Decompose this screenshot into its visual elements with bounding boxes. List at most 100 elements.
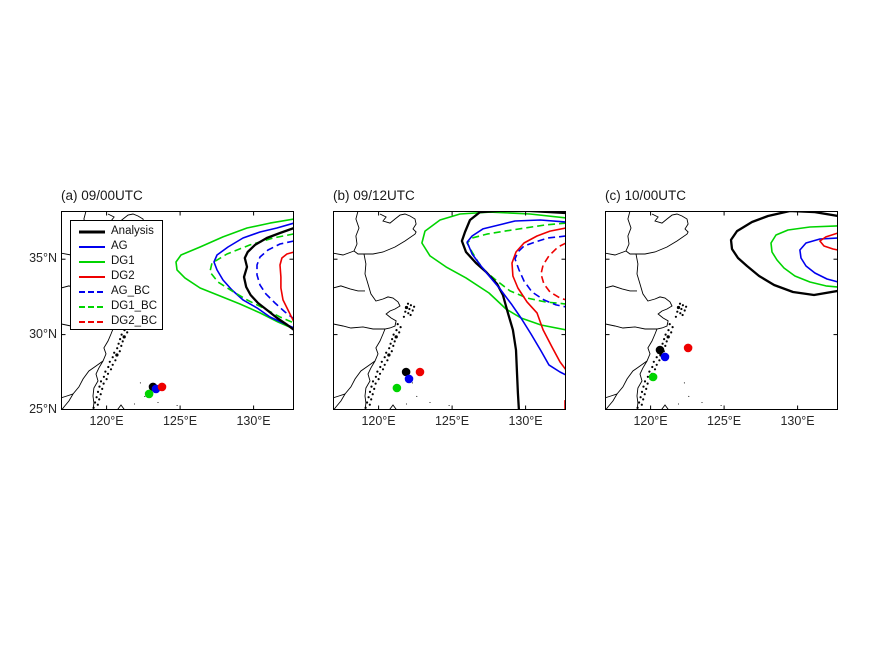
island-dot bbox=[668, 323, 671, 326]
island-dot bbox=[114, 359, 117, 362]
legend-item: AG_BC bbox=[71, 284, 162, 299]
legend-line-sample bbox=[79, 290, 105, 293]
island-dot bbox=[642, 385, 645, 388]
island-dot bbox=[636, 406, 639, 409]
island-dot bbox=[643, 393, 646, 396]
island-dot bbox=[102, 382, 105, 385]
island-dot bbox=[96, 390, 100, 393]
coastline bbox=[606, 250, 627, 256]
island-dot bbox=[409, 304, 412, 307]
island-dot bbox=[117, 342, 120, 345]
island-dot bbox=[95, 396, 98, 399]
island-dot bbox=[390, 350, 393, 353]
island-dot bbox=[374, 382, 377, 385]
island-dot bbox=[368, 390, 372, 393]
island-dot bbox=[387, 353, 391, 357]
island-dot bbox=[652, 360, 655, 363]
island-dot bbox=[391, 338, 394, 341]
island-dot bbox=[646, 375, 649, 378]
island-dot bbox=[405, 403, 408, 405]
coastline bbox=[62, 393, 74, 399]
x-tick-label: 125°E bbox=[706, 414, 742, 428]
legend: Analysis AG DG1 DG2 AG_BC DG1_BC DG2_BC bbox=[70, 220, 163, 330]
position-marker-ag bbox=[660, 352, 670, 362]
contour-analysis bbox=[729, 212, 837, 297]
contour-dg1_bc bbox=[209, 233, 293, 324]
island-dot bbox=[376, 370, 379, 373]
contour-ag bbox=[799, 237, 837, 283]
island-dot bbox=[371, 393, 374, 396]
contour-dg2_bc bbox=[540, 242, 565, 301]
axis-ticks bbox=[605, 211, 838, 410]
island-dot bbox=[99, 393, 102, 396]
coastline bbox=[334, 323, 385, 330]
island-dot bbox=[370, 385, 373, 388]
island-dot bbox=[407, 312, 410, 315]
island-dot bbox=[383, 363, 386, 366]
island-dot bbox=[392, 344, 395, 347]
legend-line-sample bbox=[79, 275, 105, 278]
contour-analysis bbox=[242, 227, 293, 331]
island-dot bbox=[640, 390, 644, 393]
coastline bbox=[606, 360, 648, 409]
island-dot bbox=[402, 315, 405, 318]
coastline bbox=[117, 404, 125, 409]
island-dot bbox=[448, 404, 450, 407]
island-dot bbox=[658, 359, 661, 362]
coastline bbox=[606, 285, 637, 292]
island-dot bbox=[429, 401, 431, 404]
coastline bbox=[62, 360, 104, 409]
island-dot bbox=[681, 313, 684, 317]
contour-dg1 bbox=[421, 212, 565, 331]
x-tick-label: 130°E bbox=[508, 414, 543, 428]
island-dot bbox=[666, 335, 670, 339]
coastline bbox=[353, 212, 364, 255]
contour-ag_bc bbox=[256, 240, 293, 320]
island-dot bbox=[651, 365, 654, 369]
island-dot bbox=[374, 375, 377, 378]
island-dot bbox=[111, 363, 114, 366]
island-dot bbox=[389, 342, 392, 345]
contour-dg1 bbox=[770, 225, 837, 288]
position-marker-analysis bbox=[655, 345, 665, 355]
legend-line-sample bbox=[79, 305, 105, 308]
legend-item-label: DG1 bbox=[111, 255, 135, 267]
island-dot bbox=[99, 380, 103, 383]
island-dot bbox=[176, 404, 178, 407]
island-dot bbox=[364, 406, 367, 409]
legend-item: AG bbox=[71, 239, 162, 254]
island-dot bbox=[398, 331, 401, 334]
island-dot bbox=[139, 382, 141, 384]
island-dot bbox=[380, 360, 383, 363]
island-dot bbox=[646, 382, 649, 385]
island-dot bbox=[120, 333, 123, 336]
contour-dg2 bbox=[819, 232, 837, 251]
coastline bbox=[606, 323, 657, 330]
island-dot bbox=[157, 401, 159, 404]
island-dot bbox=[395, 329, 398, 332]
island-dot bbox=[664, 344, 667, 347]
island-dot bbox=[392, 333, 395, 336]
axes-box bbox=[61, 211, 294, 410]
coastline bbox=[363, 213, 417, 409]
island-dot bbox=[663, 338, 666, 341]
x-tick-label: 120°E bbox=[633, 414, 668, 428]
island-dot bbox=[681, 304, 684, 307]
legend-item-label: DG1_BC bbox=[111, 300, 158, 312]
x-tick-label: 125°E bbox=[162, 414, 198, 428]
contour-ag bbox=[213, 222, 293, 329]
position-marker-dg2 bbox=[415, 367, 425, 377]
legend-item-label: DG2 bbox=[111, 270, 135, 282]
coastline bbox=[606, 393, 618, 399]
map-plot-c bbox=[605, 211, 838, 410]
contour-dg2 bbox=[511, 227, 565, 370]
island-dot bbox=[701, 401, 703, 404]
x-tick-label: 120°E bbox=[361, 414, 396, 428]
island-dot bbox=[680, 307, 683, 311]
legend-item: DG1_BC bbox=[71, 299, 162, 314]
axis-ticks bbox=[333, 211, 566, 410]
island-dot bbox=[109, 368, 113, 371]
island-dot bbox=[366, 401, 369, 404]
island-dot bbox=[404, 310, 407, 313]
